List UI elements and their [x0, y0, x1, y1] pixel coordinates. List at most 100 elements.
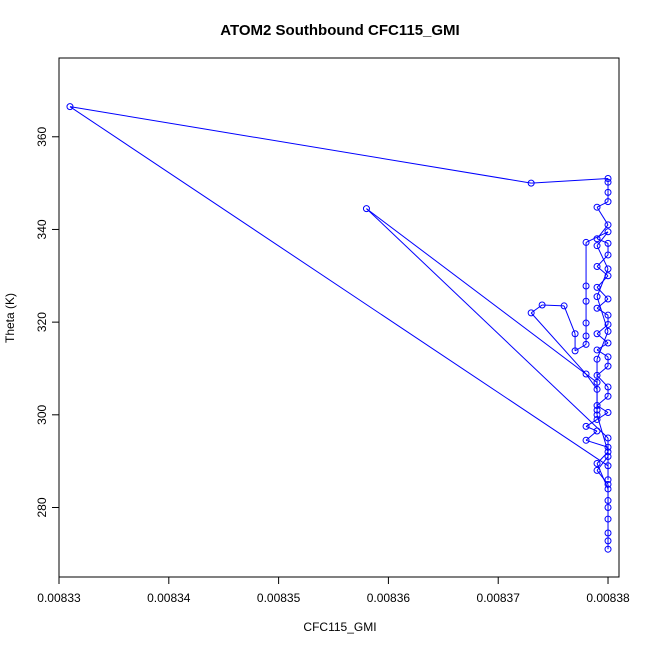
series-line-segment [596, 333, 609, 344]
data-point [604, 392, 612, 400]
series-line-segment [596, 395, 609, 406]
data-point [362, 205, 370, 213]
data-point [593, 242, 601, 250]
series-line-segment [530, 304, 543, 314]
data-point [604, 480, 612, 488]
data-point [538, 301, 546, 309]
data-point [604, 198, 612, 206]
data-point [604, 174, 612, 182]
data-point [582, 340, 590, 348]
y-axis: 280 300 320 340 360 [35, 126, 60, 518]
data-point [582, 319, 590, 327]
data-point [604, 221, 612, 229]
x-tick-label: 0.00837 [477, 591, 521, 605]
data-point [604, 353, 612, 361]
data-point [604, 327, 612, 335]
data-point [593, 466, 601, 474]
series-line-segment [69, 106, 532, 184]
series-line-segment [596, 463, 609, 490]
data-point [582, 332, 590, 340]
y-tick-label: 340 [35, 219, 49, 239]
data-point [604, 408, 612, 416]
series-line-segment [585, 231, 609, 243]
series-line-segment [596, 238, 609, 244]
series-line-segment [585, 425, 598, 432]
series-line-segment [596, 365, 609, 376]
data-point [604, 529, 612, 537]
y-tick-label: 300 [35, 404, 49, 424]
series-line-segment [596, 201, 609, 208]
data-point [604, 239, 612, 247]
data-point [604, 383, 612, 391]
data-point [582, 297, 590, 305]
data-point [593, 263, 601, 271]
series-line-segment [69, 106, 609, 467]
data-point [604, 545, 612, 553]
series-line-segment [596, 296, 609, 332]
series-line-segment [596, 405, 609, 413]
data-point [604, 453, 612, 461]
series-line-segment [531, 177, 609, 184]
data-point [604, 311, 612, 319]
series-line-segment [596, 298, 609, 309]
data-point [593, 402, 601, 410]
data-point [593, 330, 601, 338]
series-line-segment [596, 414, 609, 453]
x-tick-label: 0.00835 [257, 591, 301, 605]
series-line-segment [596, 307, 609, 316]
data-point [593, 283, 601, 291]
data-point [582, 422, 590, 430]
data-point [593, 304, 601, 312]
data-point [593, 235, 601, 243]
series-line-segment [530, 312, 587, 375]
data-point [604, 434, 612, 442]
data-point [604, 476, 612, 484]
series-line-segment [366, 208, 609, 439]
series-line-segment [585, 439, 609, 448]
series-line-segment [596, 412, 609, 420]
series-line-segment [542, 304, 565, 307]
data-point [604, 272, 612, 280]
y-tick-label: 320 [35, 312, 49, 332]
data-point [593, 385, 601, 393]
data-point [527, 309, 535, 317]
data-point [604, 515, 612, 523]
data-point [604, 497, 612, 505]
x-tick-label: 0.00834 [147, 591, 191, 605]
series-line-segment [585, 430, 598, 441]
data-point [582, 436, 590, 444]
data-point [593, 346, 601, 354]
data-point [604, 178, 612, 186]
data-point [604, 537, 612, 545]
data-point [604, 188, 612, 196]
series-line-segment [574, 343, 587, 352]
data-point [527, 179, 535, 187]
data-point [571, 347, 579, 355]
data-point [593, 427, 601, 435]
data-point [593, 378, 601, 386]
series-line-segment [596, 349, 609, 358]
chart-title: ATOM2 Southbound CFC115_GMI [220, 22, 459, 39]
data-point [604, 320, 612, 328]
data-point [593, 371, 601, 379]
x-axis-label: CFC115_GMI [303, 620, 376, 634]
data-point [593, 203, 601, 211]
data-point [593, 355, 601, 363]
data-point [560, 302, 568, 310]
data-point [604, 339, 612, 347]
data-point [66, 103, 74, 111]
data-point [604, 485, 612, 493]
data-point [593, 411, 601, 419]
x-tick-label: 0.00836 [367, 591, 411, 605]
series-line-segment [596, 331, 609, 360]
data-point [604, 462, 612, 470]
y-axis-label: Theta (K) [3, 293, 17, 343]
y-tick-label: 280 [35, 497, 49, 517]
data-point [582, 238, 590, 246]
data-point [571, 330, 579, 338]
series-line-segment [596, 245, 609, 270]
data-point [604, 228, 612, 236]
data-point [604, 503, 612, 511]
x-tick-label: 0.00838 [586, 591, 630, 605]
data-point [593, 415, 601, 423]
